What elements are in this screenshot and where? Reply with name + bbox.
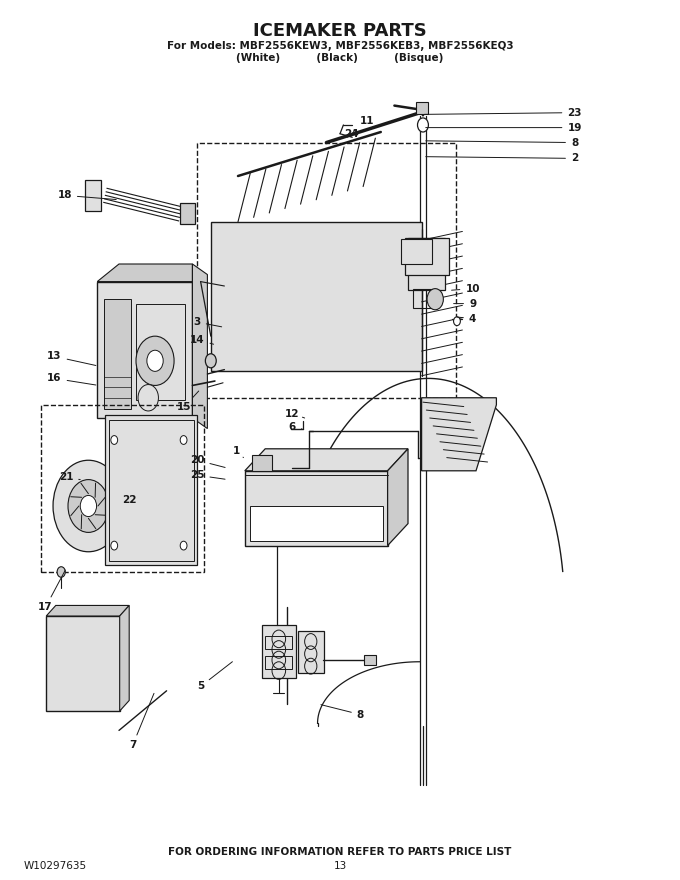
Text: For Models: MBF2556KEW3, MBF2556KEB3, MBF2556KEQ3: For Models: MBF2556KEW3, MBF2556KEB3, MB… [167,40,513,51]
Circle shape [418,118,428,132]
Bar [401,239,432,264]
Circle shape [147,350,163,371]
Text: 2: 2 [426,153,578,164]
Circle shape [180,541,187,550]
Text: 15: 15 [176,391,199,413]
Text: W10297635: W10297635 [24,861,87,871]
Text: 8: 8 [321,705,364,720]
Bar [245,471,388,546]
Bar [405,238,449,275]
Bar [252,455,272,471]
Circle shape [68,480,109,532]
Bar [211,222,422,371]
Circle shape [53,460,124,552]
Text: ICEMAKER PARTS: ICEMAKER PARTS [253,22,427,40]
Circle shape [80,495,97,517]
Bar [250,506,383,541]
Polygon shape [192,264,207,429]
Text: 5: 5 [197,662,233,692]
Polygon shape [97,264,192,282]
Circle shape [180,436,187,444]
Bar [97,282,192,418]
Bar [298,631,324,673]
Text: 9: 9 [454,298,476,309]
Circle shape [138,385,158,411]
Polygon shape [388,449,408,546]
Text: 11: 11 [354,116,375,130]
Bar [262,625,296,678]
Text: FOR ORDERING INFORMATION REFER TO PARTS PRICE LIST: FOR ORDERING INFORMATION REFER TO PARTS … [169,847,511,857]
Circle shape [111,436,118,444]
Bar [136,304,185,400]
Bar [364,655,376,665]
Polygon shape [245,449,408,471]
Text: 24: 24 [344,128,359,139]
Bar [85,180,101,211]
Text: 13: 13 [47,351,96,365]
Bar [105,415,197,565]
Circle shape [57,567,65,577]
Text: 10: 10 [452,283,480,294]
Text: 25: 25 [190,470,225,480]
Circle shape [427,289,443,310]
Polygon shape [46,605,129,616]
Text: 22: 22 [122,495,137,505]
Bar [46,616,120,711]
Text: 20: 20 [190,455,225,467]
Text: 4: 4 [457,313,476,324]
Bar [109,420,194,561]
Bar [41,405,204,572]
Text: 8: 8 [426,137,578,148]
Bar [265,656,292,669]
Circle shape [111,541,118,550]
Bar [416,102,428,114]
Polygon shape [120,605,129,711]
Bar [197,143,456,398]
Bar [180,203,195,224]
Text: 16: 16 [47,373,96,385]
Text: 1: 1 [233,445,243,458]
Text: 13: 13 [333,861,347,871]
Text: 19: 19 [426,122,582,133]
Bar [104,299,131,409]
Text: 6: 6 [289,422,302,432]
Text: 17: 17 [38,570,65,612]
Text: 21: 21 [58,472,80,482]
Circle shape [136,336,174,385]
Text: 12: 12 [285,408,305,419]
Text: 7: 7 [129,693,154,751]
Text: 14: 14 [190,334,214,345]
Circle shape [124,487,168,543]
Polygon shape [422,398,496,471]
Polygon shape [419,104,427,116]
Circle shape [205,354,216,368]
Bar [413,289,437,308]
Text: 18: 18 [57,190,116,201]
Bar [265,636,292,649]
Text: (White)          (Black)          (Bisque): (White) (Black) (Bisque) [237,53,443,63]
Circle shape [454,317,460,326]
Bar [408,238,445,290]
Circle shape [134,499,158,531]
Text: 23: 23 [424,107,582,118]
Text: 3: 3 [194,317,222,327]
